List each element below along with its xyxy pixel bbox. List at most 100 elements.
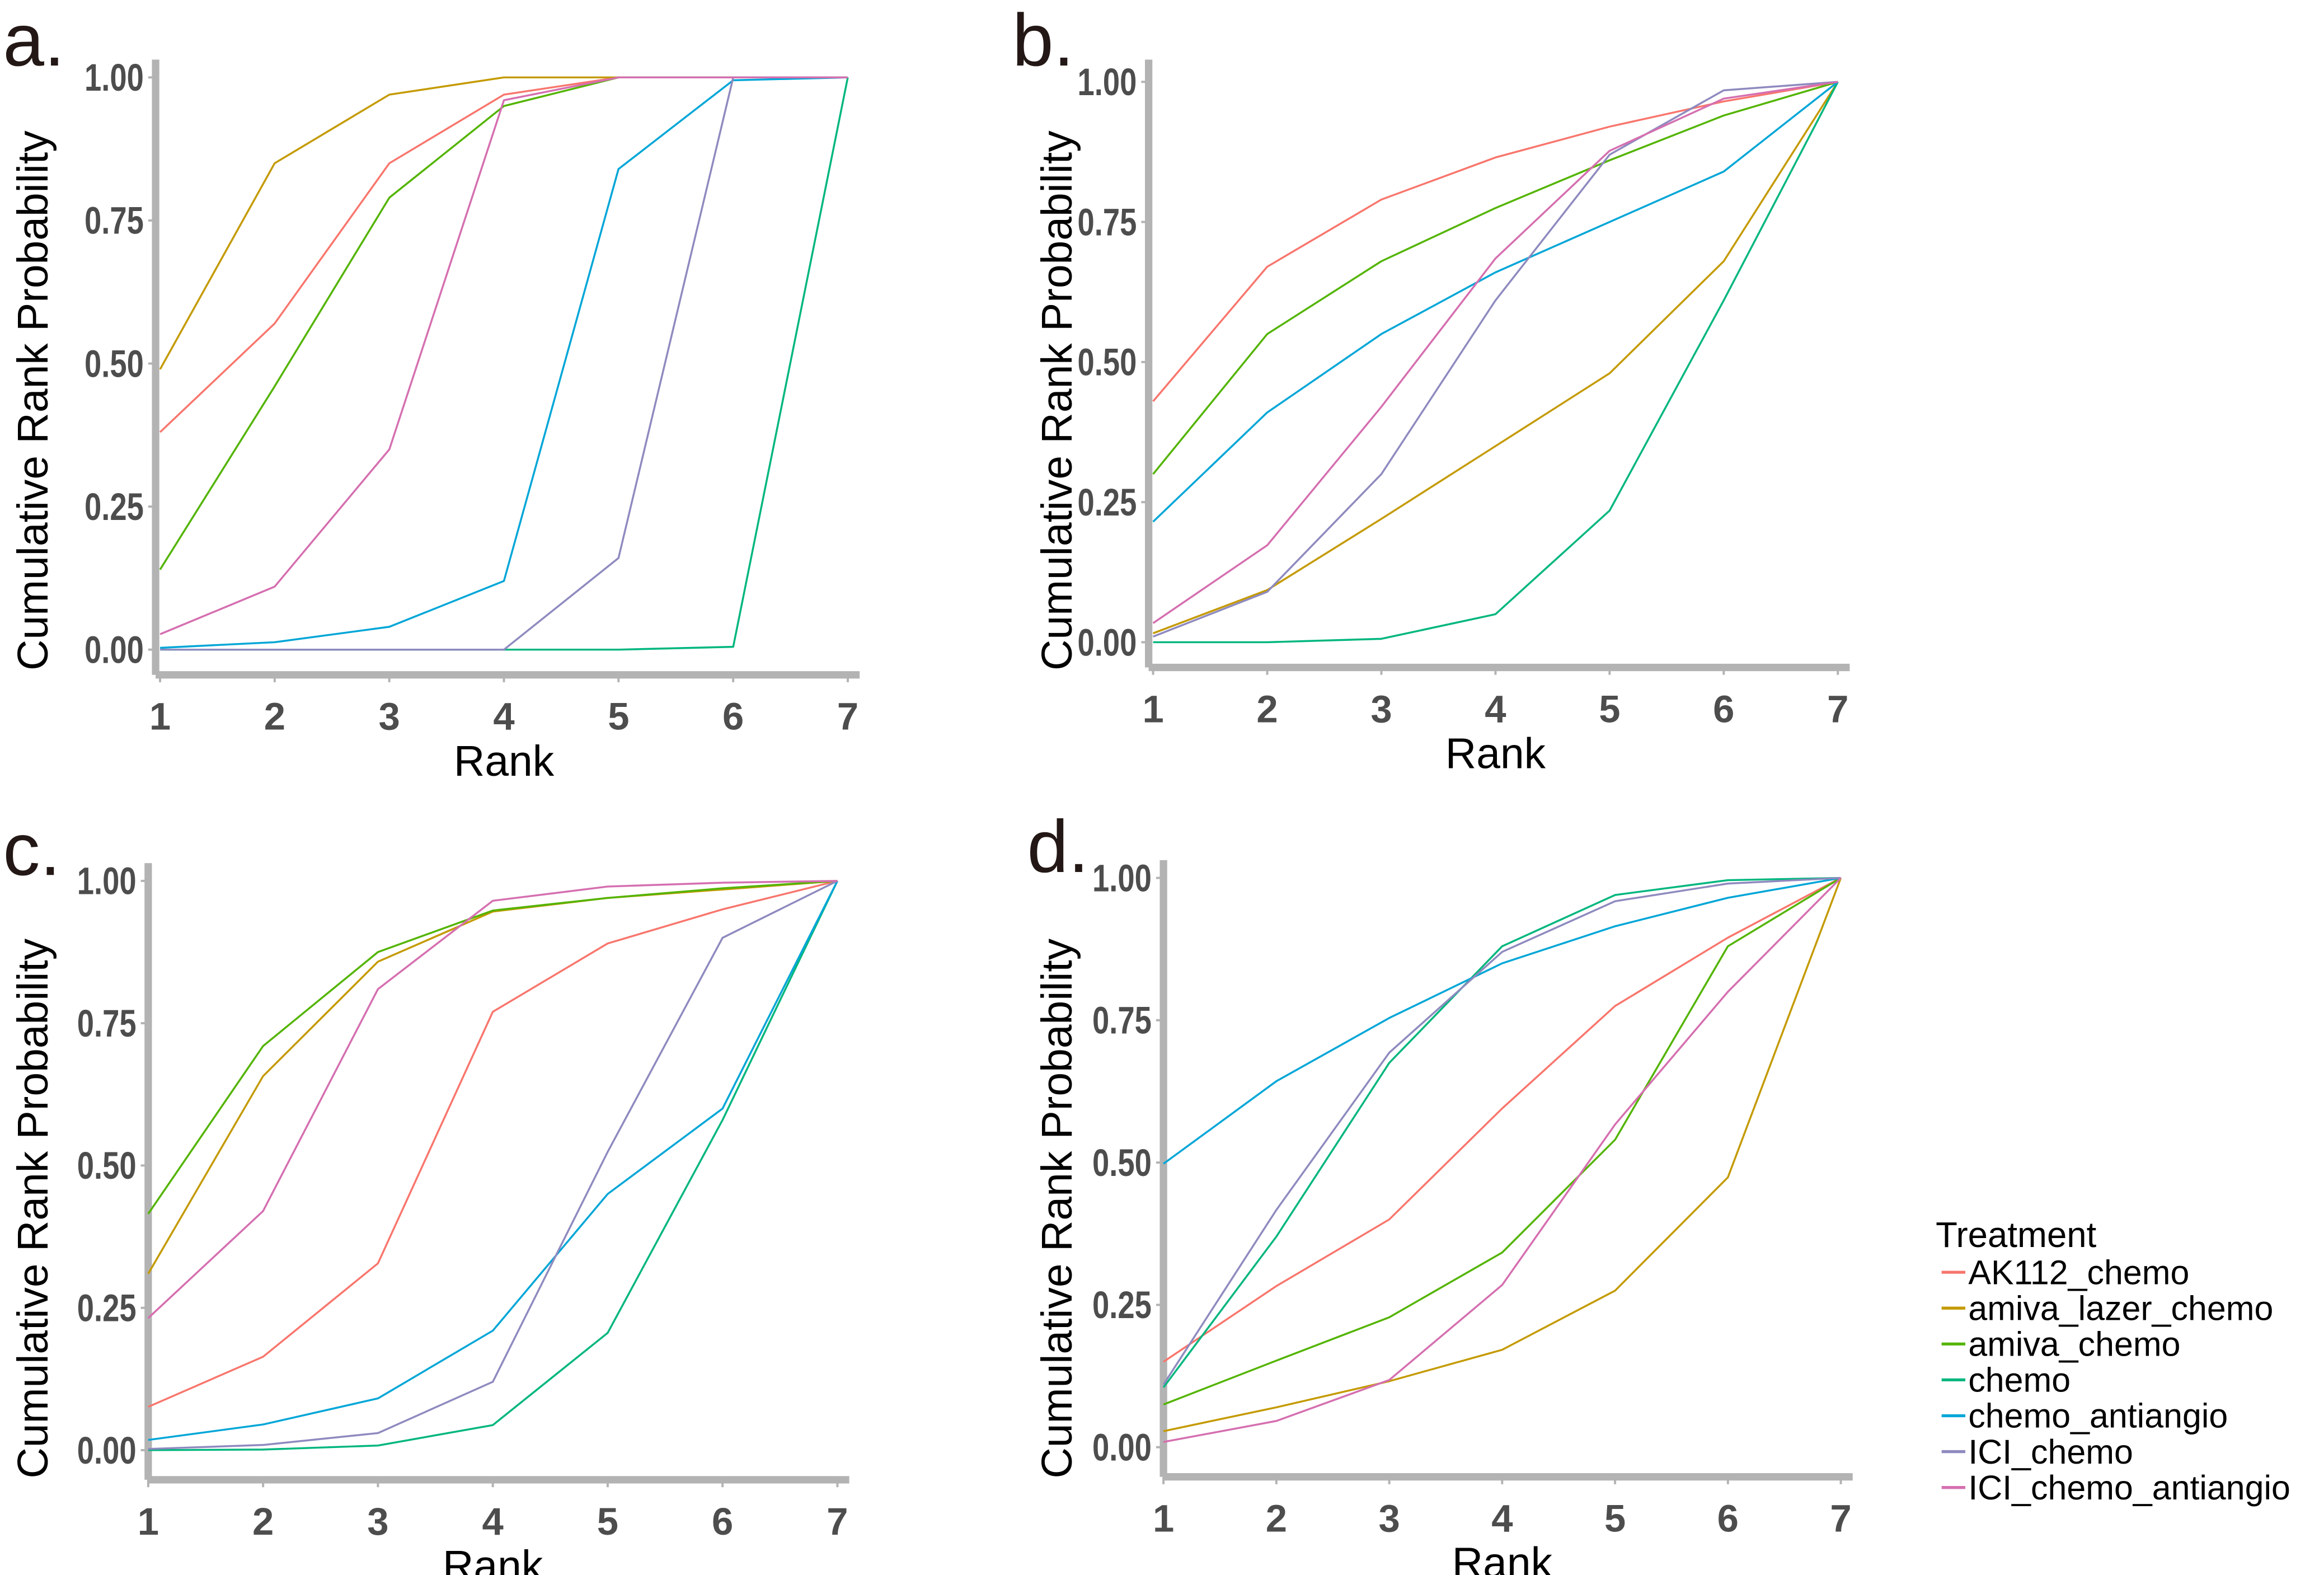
series-line-ici-chemo xyxy=(160,76,848,651)
x-tick-label: 7 xyxy=(837,695,858,738)
y-tick-label: 0.50 xyxy=(1078,341,1137,384)
x-tick-label: 3 xyxy=(1378,1497,1400,1540)
x-tick-label: 5 xyxy=(1604,1497,1626,1540)
panel-d: d. 0.00 0.25 0.50 0.75 1.00 1 2 3 4 5 6 7 Rank Cumulat… xyxy=(1027,805,1853,1575)
x-tick-label: 6 xyxy=(712,1500,733,1543)
legend-item: ICI_chemo xyxy=(1941,1433,2133,1471)
y-tick-label: 1.00 xyxy=(77,860,137,903)
y-tick-label: 0.50 xyxy=(84,342,144,385)
x-tick-label: 2 xyxy=(264,695,285,738)
panel-label: b. xyxy=(1012,0,1074,82)
series-line-amiva-lazer-chemo xyxy=(1152,81,1839,635)
series-line-chemo xyxy=(1153,81,1839,644)
x-tick-label: 4 xyxy=(1491,1497,1513,1540)
series-line-ici-chemo-antiangio xyxy=(1152,81,1838,624)
panel-label: d. xyxy=(1027,805,1088,888)
legend-label: amiva_chemo xyxy=(1968,1325,2180,1363)
y-tick-label: 0.25 xyxy=(1078,481,1137,524)
series-line-ici-chemo xyxy=(1152,81,1838,638)
legend: TreatmentAK112_chemoamiva_lazer_chemoami… xyxy=(1936,1215,2290,1507)
x-tick-label: 2 xyxy=(1256,687,1278,730)
x-tick-label: 2 xyxy=(252,1500,274,1543)
y-tick-label: 0.00 xyxy=(1078,621,1137,664)
series-line-ak112-chemo xyxy=(1152,81,1838,402)
y-tick-label: 1.00 xyxy=(84,56,144,99)
x-tick-label: 4 xyxy=(482,1500,504,1543)
series-line-ak112-chemo xyxy=(1163,877,1842,1363)
series-line-ici-chemo xyxy=(1162,876,1841,1385)
y-tick-label: 1.00 xyxy=(1078,60,1137,104)
series-line-chemo xyxy=(160,77,849,651)
panel-label: c. xyxy=(3,808,60,891)
panel-label: a. xyxy=(3,0,64,82)
x-tick-label: 1 xyxy=(149,695,171,738)
x-tick-label: 1 xyxy=(1153,1497,1174,1540)
series-line-amiva-chemo xyxy=(1152,81,1838,475)
y-tick-label: 0.00 xyxy=(1092,1426,1152,1469)
x-tick-label: 3 xyxy=(1370,687,1392,730)
legend-label: chemo xyxy=(1968,1361,2071,1399)
x-tick-label: 7 xyxy=(1827,687,1848,730)
x-tick-label: 5 xyxy=(1599,687,1620,730)
series-line-chemo-antiangio xyxy=(159,76,848,649)
legend-item: amiva_lazer_chemo xyxy=(1941,1289,2273,1327)
series-line-ak112-chemo xyxy=(159,76,848,433)
x-tick-label: 5 xyxy=(608,695,629,738)
y-tick-label: 0.50 xyxy=(1092,1141,1152,1184)
y-tick-label: 0.00 xyxy=(84,629,144,672)
legend-label: ICI_chemo_antiangio xyxy=(1968,1469,2290,1507)
x-axis-title: Rank xyxy=(1452,1539,1553,1575)
series-line-ici-chemo xyxy=(148,880,838,1450)
legend-title: Treatment xyxy=(1936,1215,2097,1255)
x-tick-label: 6 xyxy=(1717,1497,1739,1540)
y-tick-label: 0.25 xyxy=(77,1286,137,1329)
series-line-ici-chemo-antiangio xyxy=(1163,877,1842,1443)
y-tick-label: 0.75 xyxy=(84,199,144,242)
legend-item: chemo_antiangio xyxy=(1941,1397,2228,1435)
y-tick-label: 0.50 xyxy=(77,1144,137,1187)
series-line-ak112-chemo xyxy=(148,880,838,1408)
x-axis-title: Rank xyxy=(454,737,555,785)
series-line-amiva-chemo xyxy=(159,76,848,570)
y-tick-label: 1.00 xyxy=(1092,856,1152,899)
panel-c: c. 0.00 0.25 0.50 0.75 1.00 1 2 3 4 5 6 7 Rank Cumulat… xyxy=(3,808,849,1575)
series-line-chemo-antiangio xyxy=(1163,876,1841,1165)
panel-a: a. 0.00 0.25 0.50 0.75 1.00 1 2 3 4 5 6 7 Rank Cumulat… xyxy=(3,0,860,785)
series-line-chemo-antiangio xyxy=(1152,81,1839,523)
x-tick-label: 6 xyxy=(722,695,744,738)
legend-item: AK112_chemo xyxy=(1941,1253,2189,1291)
series-line-chemo xyxy=(148,880,839,1451)
series-line-chemo-antiangio xyxy=(148,880,838,1441)
series-line-ici-chemo-antiangio xyxy=(147,880,838,1319)
series-line-ici-chemo-antiangio xyxy=(159,76,848,635)
x-tick-label: 7 xyxy=(1830,1497,1851,1540)
legend-label: AK112_chemo xyxy=(1968,1253,2189,1291)
x-tick-label: 4 xyxy=(493,695,514,738)
x-tick-label: 6 xyxy=(1713,687,1734,730)
y-tick-label: 0.25 xyxy=(1092,1283,1152,1326)
y-axis-title: Cumulative Rank Probability xyxy=(9,130,57,671)
series-line-amiva-lazer-chemo xyxy=(159,76,848,370)
series-line-amiva-lazer-chemo xyxy=(1163,877,1842,1432)
x-tick-label: 4 xyxy=(1485,687,1506,730)
series-line-amiva-chemo xyxy=(1163,877,1842,1405)
y-tick-label: 0.00 xyxy=(77,1429,137,1472)
legend-label: ICI_chemo xyxy=(1968,1433,2133,1471)
y-tick-label: 0.75 xyxy=(77,1002,137,1045)
x-tick-label: 2 xyxy=(1266,1497,1287,1540)
x-tick-label: 7 xyxy=(827,1500,848,1543)
x-tick-label: 3 xyxy=(367,1500,388,1543)
legend-item: chemo xyxy=(1941,1361,2071,1399)
y-tick-label: 0.75 xyxy=(1078,200,1137,243)
y-tick-label: 0.25 xyxy=(84,485,144,528)
x-axis-title: Rank xyxy=(443,1542,543,1575)
series-line-amiva-chemo xyxy=(147,880,838,1215)
legend-item: ICI_chemo_antiangio xyxy=(1941,1469,2290,1507)
series-line-chemo xyxy=(1162,876,1841,1388)
y-axis-title: Cumulative Rank Probability xyxy=(1033,938,1081,1478)
series-line-amiva-lazer-chemo xyxy=(147,880,838,1274)
x-axis-title: Rank xyxy=(1445,730,1546,778)
panel-b: b. 0.00 0.25 0.50 0.75 1.00 1 2 3 4 5 6 7 Rank Cumulat… xyxy=(1012,0,1850,778)
legend-item: amiva_chemo xyxy=(1941,1325,2180,1363)
